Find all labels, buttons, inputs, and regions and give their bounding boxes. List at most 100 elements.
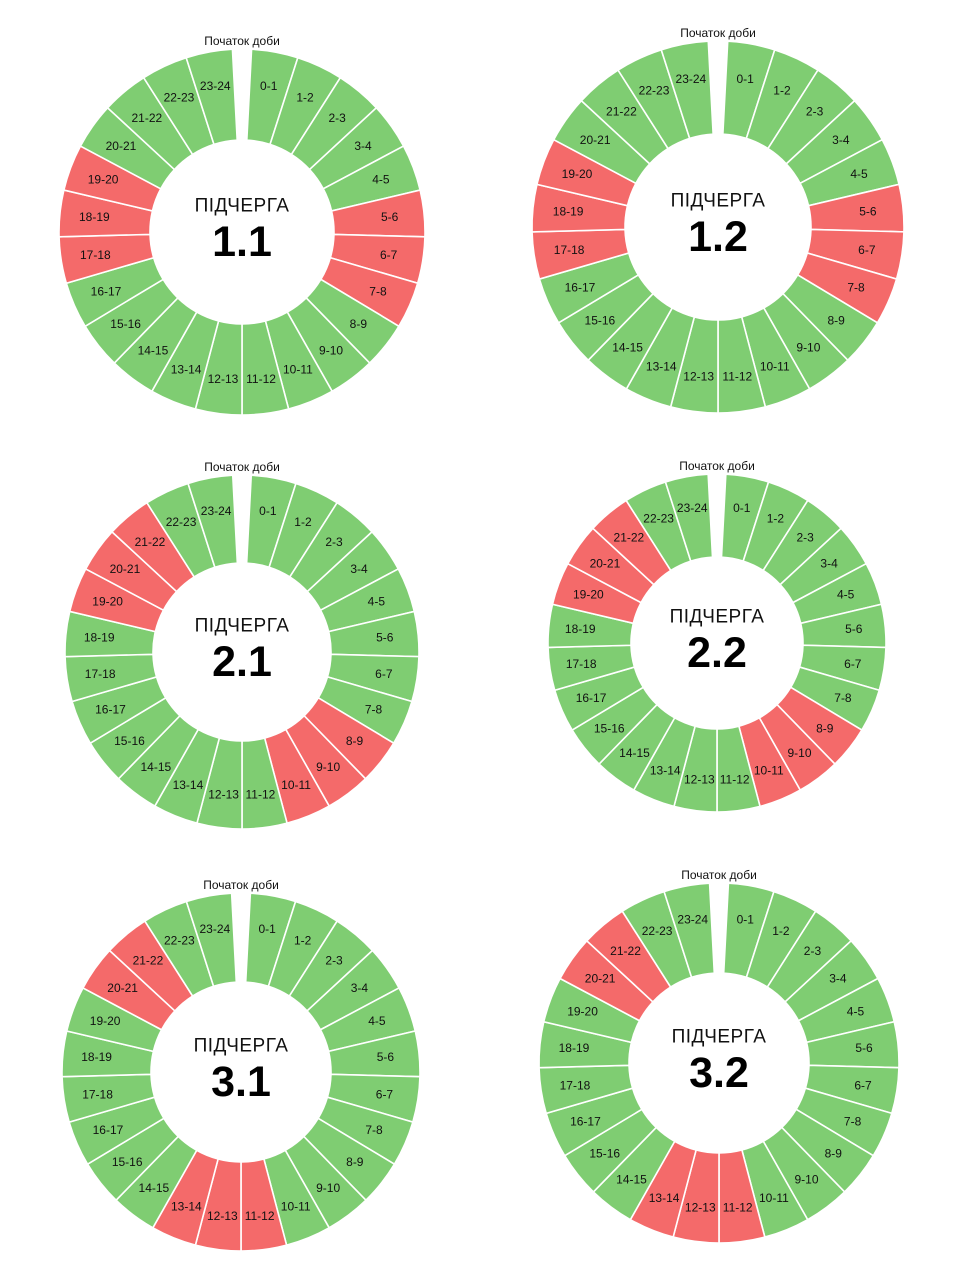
hour-label-18-19: 18-19 <box>79 210 110 224</box>
hour-label-6-7: 6-7 <box>858 243 876 257</box>
hour-label-14-15: 14-15 <box>138 344 169 358</box>
hour-label-19-20: 19-20 <box>88 173 119 187</box>
hour-label-20-21: 20-21 <box>590 556 621 570</box>
hour-label-7-8: 7-8 <box>369 284 387 298</box>
hour-label-1-2: 1-2 <box>773 84 791 98</box>
hour-label-21-22: 21-22 <box>131 111 162 125</box>
queue-chart-3-2: 0-1 1-2 2-3 3-4 4-5 5-6 6-7 7-8 8-9 9-10 10-11 11-1… <box>538 868 900 1244</box>
hour-label-21-22: 21-22 <box>614 531 645 545</box>
hour-label-22-23: 22-23 <box>639 84 670 98</box>
hour-label-7-8: 7-8 <box>365 703 383 717</box>
hour-label-21-22: 21-22 <box>133 954 164 968</box>
hour-label-4-5: 4-5 <box>847 1005 865 1019</box>
hour-label-2-3: 2-3 <box>325 535 343 549</box>
hour-segment-23-24-power <box>187 474 239 569</box>
hour-label-22-23: 22-23 <box>643 512 674 526</box>
hour-label-8-9: 8-9 <box>825 1147 843 1161</box>
hour-label-23-24: 23-24 <box>676 72 707 86</box>
hour-label-1-2: 1-2 <box>294 515 312 529</box>
queue-number: 1.1 <box>212 218 272 266</box>
hour-label-18-19: 18-19 <box>559 1041 590 1055</box>
queue-chart-1-2: 0-1 1-2 2-3 3-4 4-5 5-6 6-7 7-8 8-9 9-10 10-11 11-1… <box>531 26 905 414</box>
hour-label-3-4: 3-4 <box>832 133 850 147</box>
hour-label-4-5: 4-5 <box>372 173 390 187</box>
hour-label-16-17: 16-17 <box>93 1123 124 1137</box>
hour-label-0-1: 0-1 <box>736 72 754 86</box>
hour-label-1-2: 1-2 <box>772 924 790 938</box>
hour-label-5-6: 5-6 <box>376 630 394 644</box>
hour-label-11-12: 11-12 <box>246 372 276 386</box>
queue-chart-2-1: 0-1 1-2 2-3 3-4 4-5 5-6 6-7 7-8 8-9 9-10 10-11 11-1… <box>64 460 420 830</box>
day-start-label: Початок доби <box>681 868 757 882</box>
hour-label-14-15: 14-15 <box>139 1181 170 1195</box>
hour-label-13-14: 13-14 <box>171 1199 202 1213</box>
hour-label-11-12: 11-12 <box>723 1201 753 1215</box>
hour-label-21-22: 21-22 <box>606 104 637 118</box>
hour-label-0-1: 0-1 <box>733 501 751 515</box>
hour-label-13-14: 13-14 <box>650 763 681 777</box>
hour-label-15-16: 15-16 <box>585 314 616 328</box>
hour-label-17-18: 17-18 <box>82 1087 113 1101</box>
hour-label-17-18: 17-18 <box>554 243 585 257</box>
hour-label-21-22: 21-22 <box>135 535 166 549</box>
hour-label-5-6: 5-6 <box>859 205 877 219</box>
queue-chart-1-1: 0-1 1-2 2-3 3-4 4-5 5-6 6-7 7-8 8-9 9-10 10-11 11-1… <box>58 34 426 416</box>
hour-label-12-13: 12-13 <box>207 1209 238 1223</box>
hour-label-4-5: 4-5 <box>368 594 386 608</box>
day-start-label: Початок доби <box>680 26 756 40</box>
hour-label-6-7: 6-7 <box>376 1087 394 1101</box>
hour-segment-23-24-power <box>664 473 714 563</box>
hour-label-1-2: 1-2 <box>294 934 312 948</box>
hour-label-17-18: 17-18 <box>85 667 116 681</box>
hour-label-6-7: 6-7 <box>844 657 862 671</box>
center-title: ПІДЧЕРГА <box>195 196 290 217</box>
day-start-label: Початок доби <box>203 878 279 892</box>
hour-label-10-11: 10-11 <box>760 360 790 374</box>
hour-label-20-21: 20-21 <box>106 139 137 153</box>
hour-label-12-13: 12-13 <box>683 369 714 383</box>
hour-label-9-10: 9-10 <box>319 344 343 358</box>
hour-label-3-4: 3-4 <box>354 139 372 153</box>
hour-label-16-17: 16-17 <box>570 1114 601 1128</box>
hour-label-9-10: 9-10 <box>316 1181 340 1195</box>
hour-label-23-24: 23-24 <box>677 501 708 515</box>
hour-label-9-10: 9-10 <box>794 1173 818 1187</box>
center-title: ПІДЧЕРГА <box>194 1036 289 1057</box>
hour-segment-23-24-power <box>185 892 238 988</box>
hour-label-19-20: 19-20 <box>567 1005 598 1019</box>
hour-label-18-19: 18-19 <box>553 205 584 219</box>
hour-label-5-6: 5-6 <box>845 622 863 636</box>
hour-label-16-17: 16-17 <box>576 691 607 705</box>
hour-label-1-2: 1-2 <box>767 512 785 526</box>
hour-label-19-20: 19-20 <box>90 1014 121 1028</box>
hour-label-18-19: 18-19 <box>565 622 596 636</box>
hour-label-12-13: 12-13 <box>685 1201 716 1215</box>
hour-label-0-1: 0-1 <box>258 922 276 936</box>
hour-label-2-3: 2-3 <box>328 111 346 125</box>
queue-number: 2.2 <box>687 629 747 677</box>
center-title: ПІДЧЕРГА <box>672 1027 767 1048</box>
hour-label-12-13: 12-13 <box>208 372 239 386</box>
hour-label-3-4: 3-4 <box>351 981 369 995</box>
hour-label-4-5: 4-5 <box>368 1014 386 1028</box>
queue-chart-3-1: 0-1 1-2 2-3 3-4 4-5 5-6 6-7 7-8 8-9 9-10 10-11 11-1… <box>61 878 421 1252</box>
hour-label-13-14: 13-14 <box>646 360 677 374</box>
hour-label-10-11: 10-11 <box>281 1199 311 1213</box>
hour-label-5-6: 5-6 <box>377 1050 395 1064</box>
hour-label-20-21: 20-21 <box>585 972 616 986</box>
queue-number: 2.1 <box>212 638 272 686</box>
hour-label-13-14: 13-14 <box>173 778 204 792</box>
hour-label-0-1: 0-1 <box>737 913 755 927</box>
hour-label-6-7: 6-7 <box>380 248 398 262</box>
hour-label-7-8: 7-8 <box>834 691 852 705</box>
hour-label-23-24: 23-24 <box>677 913 708 927</box>
hour-label-17-18: 17-18 <box>566 657 597 671</box>
hour-label-7-8: 7-8 <box>365 1123 383 1137</box>
hour-label-11-12: 11-12 <box>722 369 752 383</box>
hour-label-19-20: 19-20 <box>92 594 123 608</box>
hour-label-7-8: 7-8 <box>844 1114 862 1128</box>
hour-label-8-9: 8-9 <box>816 721 834 735</box>
hour-label-10-11: 10-11 <box>283 362 313 376</box>
hour-label-10-11: 10-11 <box>281 778 311 792</box>
